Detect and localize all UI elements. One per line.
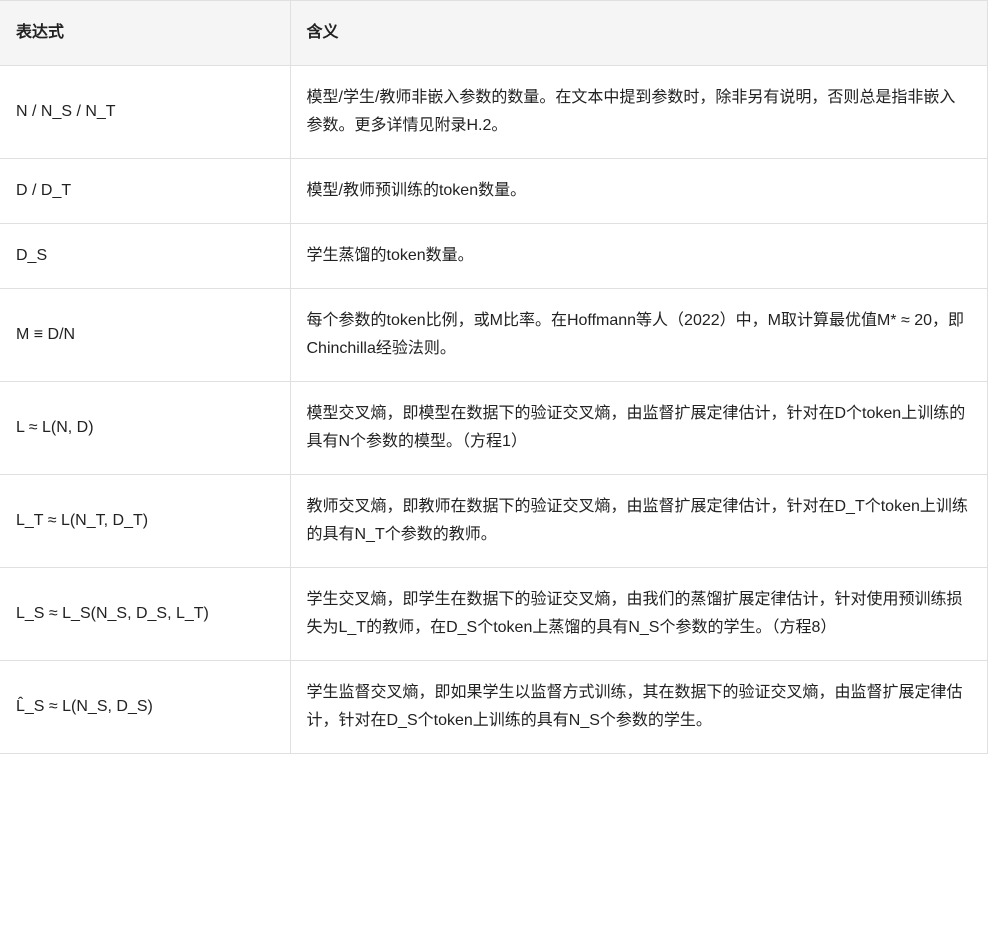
table-row: L_T ≈ L(N_T, D_T) 教师交叉熵，即教师在数据下的验证交叉熵，由监… (0, 475, 988, 568)
meaning-cell: 模型/教师预训练的token数量。 (290, 159, 988, 224)
table-row: D / D_T 模型/教师预训练的token数量。 (0, 159, 988, 224)
table-row: L_S ≈ L_S(N_S, D_S, L_T) 学生交叉熵，即学生在数据下的验… (0, 568, 988, 661)
header-meaning: 含义 (290, 1, 988, 66)
table-row: L ≈ L(N, D) 模型交叉熵，即模型在数据下的验证交叉熵，由监督扩展定律估… (0, 382, 988, 475)
meaning-cell: 教师交叉熵，即教师在数据下的验证交叉熵，由监督扩展定律估计，针对在D_T个tok… (290, 475, 988, 568)
meaning-cell: 学生监督交叉熵，即如果学生以监督方式训练，其在数据下的验证交叉熵，由监督扩展定律… (290, 661, 988, 754)
table-row: D_S 学生蒸馏的token数量。 (0, 224, 988, 289)
expression-cell: L̂_S ≈ L(N_S, D_S) (0, 661, 290, 754)
expression-cell: N / N_S / N_T (0, 66, 290, 159)
meaning-cell: 模型交叉熵，即模型在数据下的验证交叉熵，由监督扩展定律估计，针对在D个token… (290, 382, 988, 475)
meaning-cell: 每个参数的token比例，或M比率。在Hoffmann等人（2022）中，M取计… (290, 289, 988, 382)
notation-table: 表达式 含义 N / N_S / N_T 模型/学生/教师非嵌入参数的数量。在文… (0, 0, 988, 754)
header-expression: 表达式 (0, 1, 290, 66)
table-row: L̂_S ≈ L(N_S, D_S) 学生监督交叉熵，即如果学生以监督方式训练，… (0, 661, 988, 754)
expression-cell: D / D_T (0, 159, 290, 224)
table-row: M ≡ D/N 每个参数的token比例，或M比率。在Hoffmann等人（20… (0, 289, 988, 382)
expression-cell: L_S ≈ L_S(N_S, D_S, L_T) (0, 568, 290, 661)
expression-cell: L_T ≈ L(N_T, D_T) (0, 475, 290, 568)
meaning-cell: 学生交叉熵，即学生在数据下的验证交叉熵，由我们的蒸馏扩展定律估计，针对使用预训练… (290, 568, 988, 661)
meaning-cell: 模型/学生/教师非嵌入参数的数量。在文本中提到参数时，除非另有说明，否则总是指非… (290, 66, 988, 159)
meaning-cell: 学生蒸馏的token数量。 (290, 224, 988, 289)
expression-cell: D_S (0, 224, 290, 289)
table-row: N / N_S / N_T 模型/学生/教师非嵌入参数的数量。在文本中提到参数时… (0, 66, 988, 159)
expression-cell: L ≈ L(N, D) (0, 382, 290, 475)
expression-cell: M ≡ D/N (0, 289, 290, 382)
table-header-row: 表达式 含义 (0, 1, 988, 66)
